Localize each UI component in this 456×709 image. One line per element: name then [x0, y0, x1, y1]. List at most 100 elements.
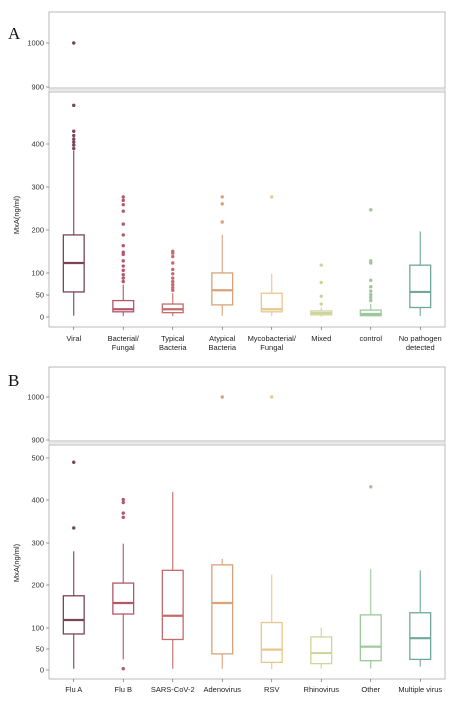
axis-break-band: [48, 440, 446, 446]
outlier-point: [121, 667, 125, 671]
outlier-point: [369, 289, 373, 293]
panel-label: A: [8, 24, 21, 43]
box-iqr: [161, 569, 184, 641]
outlier-point: [171, 254, 175, 259]
box-plot: [112, 195, 135, 317]
outlier-point: [72, 133, 76, 138]
outlier-point: [369, 259, 373, 263]
outlier-point: [121, 244, 125, 248]
box-plot: [359, 208, 382, 317]
outlier-point: [121, 222, 125, 226]
y-tick-label: 300: [31, 539, 44, 548]
outlier-point: [369, 208, 373, 212]
category-label-line: Rhinovirus: [304, 685, 340, 694]
category-label: Rhinovirus: [304, 685, 340, 694]
category-label-line: Flu A: [65, 685, 82, 694]
outlier-point: [72, 137, 76, 141]
panel-label: B: [8, 371, 19, 390]
box-iqr: [211, 272, 234, 306]
box-plot: [211, 395, 234, 669]
outlier-point: [121, 250, 125, 254]
y-tick-label: 400: [31, 496, 44, 505]
box-iqr: [112, 299, 135, 313]
y-tick-label: 300: [31, 183, 44, 192]
box-plot: [161, 491, 184, 669]
category-label: Mixed: [311, 334, 331, 343]
outlier-point: [171, 267, 175, 272]
outlier-point: [171, 288, 175, 292]
outlier-point: [171, 276, 175, 280]
category-label-line: Bacterial/: [108, 334, 140, 343]
upper-plot-frame: [48, 366, 446, 442]
outlier-point: [72, 41, 76, 45]
category-label: Bacterial/Fungal: [108, 334, 140, 352]
box-plot: [62, 460, 85, 669]
category-label-line: SARS-CoV-2: [151, 685, 195, 694]
y-tick-label: 100: [31, 624, 44, 633]
outlier-point: [171, 282, 175, 287]
y-tick-label: 1000: [27, 39, 44, 48]
box-plot: [161, 249, 184, 317]
chart-panel-a: A MxA(ng/ml) 0 50 100 200 300 400 900 1000 Viral Ba…: [8, 11, 446, 352]
category-label-line: Viral: [66, 334, 81, 343]
category-label-line: No pathogen: [399, 334, 442, 343]
y-tick-label: 200: [31, 581, 44, 590]
category-label: Flu A: [65, 685, 82, 694]
y-tick-label: 0: [40, 313, 44, 322]
outlier-point: [121, 209, 125, 213]
upper-plot-frame: [48, 11, 446, 89]
y-tick-label: 400: [31, 140, 44, 149]
category-label-line: Other: [361, 685, 380, 694]
outlier-point: [121, 515, 125, 520]
category-label: Other: [361, 685, 380, 694]
category-label-line: Mixed: [311, 334, 331, 343]
outlier-point: [72, 146, 76, 151]
category-label-line: detected: [406, 343, 435, 352]
outlier-point: [369, 285, 373, 289]
box-plot: [260, 395, 283, 670]
outlier-point: [369, 295, 373, 300]
category-label: Atypical Bacteria: [208, 334, 236, 352]
box-plot: [310, 627, 333, 669]
outlier-point: [121, 279, 125, 284]
y-axis-label: MxA(ng/ml): [12, 195, 21, 234]
y-tick-label: 500: [31, 454, 44, 463]
category-label-line: Atypical: [209, 334, 236, 343]
outlier-point: [319, 294, 323, 298]
outlier-point: [171, 272, 175, 276]
category-label-line: Flu B: [114, 685, 132, 694]
lower-plot-frame: [48, 444, 446, 680]
y-axis-label: MxA(ng/ml): [12, 543, 21, 582]
outlier-point: [72, 103, 76, 108]
outlier-point: [171, 279, 175, 284]
outlier-point: [319, 302, 323, 306]
outlier-point: [220, 202, 224, 206]
category-label: SARS-CoV-2: [151, 685, 195, 694]
box-iqr: [260, 292, 283, 313]
category-label-line: Fungal: [112, 343, 135, 352]
outlier-point: [121, 272, 125, 277]
outlier-point: [171, 249, 175, 254]
category-label-line: Bacteria: [159, 343, 187, 352]
box-plot: [310, 263, 333, 317]
y-tick-label: 1000: [27, 393, 44, 402]
outlier-point: [121, 195, 125, 199]
y-tick-label: 900: [31, 436, 44, 445]
category-label: No pathogen detected: [399, 334, 442, 352]
outlier-point: [121, 511, 125, 515]
outlier-point: [121, 276, 125, 280]
category-label-line: Typical: [161, 334, 185, 343]
y-tick-label: 50: [36, 645, 44, 654]
category-label: RSV: [264, 685, 279, 694]
outlier-point: [270, 195, 274, 199]
outlier-point: [171, 261, 175, 265]
outlier-point: [121, 268, 125, 273]
axis-break-band: [48, 87, 446, 93]
outlier-point: [72, 526, 76, 530]
outlier-point: [319, 280, 323, 285]
y-tick-label: 50: [36, 291, 44, 300]
y-tick-label: 100: [31, 269, 44, 278]
outlier-point: [369, 292, 373, 297]
category-label-line: Bacteria: [208, 343, 236, 352]
box-plot: [359, 485, 382, 669]
